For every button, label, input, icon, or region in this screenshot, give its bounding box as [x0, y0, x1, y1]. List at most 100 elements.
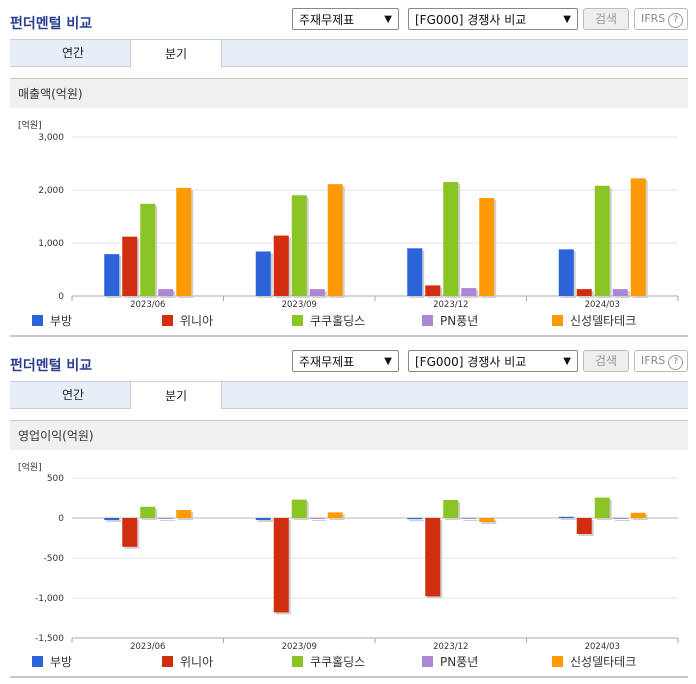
ifrs-button[interactable]: IFRS? [634, 8, 688, 30]
legend-label: PN풍년 [440, 314, 479, 328]
x-tick-label: 2023/06 [130, 642, 165, 652]
question-icon: ? [668, 13, 684, 28]
search-button[interactable]: 검색 [583, 8, 629, 30]
y-tick-label: 2,000 [38, 186, 64, 196]
legend-label: 신성델타테크 [570, 655, 637, 669]
bar [407, 248, 423, 296]
y-tick-label: 1,000 [38, 239, 64, 249]
legend-item[interactable]: PN풍년 [422, 654, 478, 670]
x-tick-label: 2023/12 [433, 642, 468, 652]
bar [158, 518, 174, 519]
bar [291, 499, 307, 518]
bar [327, 184, 343, 296]
legend-item[interactable]: 부방 [32, 313, 72, 329]
bar [425, 285, 441, 296]
period-tabs: 연간 분기 [10, 381, 688, 410]
legend-label: 쿠쿠홀딩스 [310, 655, 366, 669]
compare-select-value: [FG000] 경쟁사 비교 [415, 13, 527, 27]
bar [558, 249, 574, 296]
divider [10, 335, 688, 337]
ifrs-label: IFRS [641, 354, 666, 367]
bar [407, 518, 423, 520]
legend-swatch [292, 315, 303, 326]
bar [309, 289, 325, 296]
legend-label: 쿠쿠홀딩스 [310, 314, 366, 328]
compare-select[interactable]: [FG000] 경쟁사 비교 ▼ [408, 8, 578, 30]
bar [594, 185, 610, 296]
legend-item[interactable]: 위니아 [162, 313, 213, 329]
bar [461, 288, 477, 296]
x-tick-label: 2024/03 [585, 642, 620, 652]
bar [443, 500, 459, 518]
x-tick-label: 2023/12 [433, 300, 468, 310]
bar [273, 518, 289, 613]
legend-swatch [422, 656, 433, 667]
bar [576, 289, 592, 296]
bar [176, 510, 192, 518]
legend-label: 신성델타테크 [570, 314, 637, 328]
section-title: 펀더멘털 비교 [10, 358, 93, 374]
legend-item[interactable]: 신성델타테크 [552, 654, 636, 670]
legend-item[interactable]: PN풍년 [422, 313, 478, 329]
y-tick-label: 0 [58, 514, 64, 524]
bar [425, 518, 441, 597]
legend-item[interactable]: 신성델타테크 [552, 313, 636, 329]
fundamental-section-sales: 펀더멘털 비교 주재무제표 ▼ [FG000] 경쟁사 비교 ▼ 검색 IFRS… [0, 0, 696, 338]
chart-title: 영업이익(억원) [10, 420, 688, 450]
legend-label: 부방 [50, 314, 73, 328]
ifrs-button[interactable]: IFRS? [634, 350, 688, 372]
divider [10, 676, 688, 678]
legend-item[interactable]: 쿠쿠홀딩스 [292, 313, 365, 329]
statement-select[interactable]: 주재무제표 ▼ [292, 350, 399, 372]
legend-swatch [162, 656, 173, 667]
bar [104, 518, 120, 520]
tab-quarter[interactable]: 분기 [130, 381, 222, 410]
unit-label: [억원] [18, 463, 42, 473]
legend-swatch [552, 656, 563, 667]
chevron-down-icon: ▼ [384, 356, 392, 367]
y-tick-label: -1,000 [35, 594, 64, 604]
bar [122, 518, 138, 547]
chevron-down-icon: ▼ [563, 14, 571, 25]
bar-shadow [409, 520, 425, 522]
bar [327, 512, 343, 518]
bar [255, 518, 271, 520]
legend-item[interactable]: 위니아 [162, 654, 213, 670]
statement-select-value: 주재무제표 [299, 355, 355, 369]
legend-item[interactable]: 부방 [32, 654, 72, 670]
statement-select-value: 주재무제표 [299, 13, 355, 27]
tab-annual[interactable]: 연간 [61, 46, 85, 60]
bar [443, 182, 459, 296]
bar-shadow [614, 520, 630, 521]
y-tick-label: -500 [44, 554, 65, 564]
bar [140, 203, 156, 296]
period-tabs: 연간 분기 [10, 39, 688, 68]
legend-label: 부방 [50, 655, 73, 669]
legend-item[interactable]: 쿠쿠홀딩스 [292, 654, 365, 670]
compare-select-value: [FG000] 경쟁사 비교 [415, 355, 527, 369]
bar-shadow [257, 520, 273, 522]
bar [122, 236, 138, 296]
bar [309, 518, 325, 519]
statement-select[interactable]: 주재무제표 ▼ [292, 8, 399, 30]
tab-annual[interactable]: 연간 [61, 388, 85, 402]
tab-quarter[interactable]: 분기 [130, 39, 222, 68]
bar [630, 512, 646, 518]
y-tick-label: 500 [47, 474, 64, 484]
bar [255, 251, 271, 296]
section-header: 펀더멘털 비교 주재무제표 ▼ [FG000] 경쟁사 비교 ▼ 검색 IFRS… [0, 342, 696, 376]
operating-profit-chart: 500 0 -500 -1,000 -1,500 2023/06 2023/09 2023/1… [35, 474, 679, 652]
bar-shadow [560, 518, 576, 520]
bar-shadow [311, 520, 327, 521]
legend: 부방 위니아 쿠쿠홀딩스 PN풍년 신성델타테크 [0, 313, 696, 331]
search-button[interactable]: 검색 [583, 350, 629, 372]
bar [594, 497, 610, 518]
compare-select[interactable]: [FG000] 경쟁사 비교 ▼ [408, 350, 578, 372]
section-title: 펀더멘털 비교 [10, 16, 93, 32]
legend-label: PN풍년 [440, 655, 479, 669]
bar [176, 187, 192, 296]
bar [612, 289, 628, 296]
y-tick-label: -1,500 [35, 634, 64, 644]
sales-chart: 3,000 2,000 1,000 0 2023/06 2023/09 2023/12 202… [38, 133, 679, 310]
legend-swatch [552, 315, 563, 326]
